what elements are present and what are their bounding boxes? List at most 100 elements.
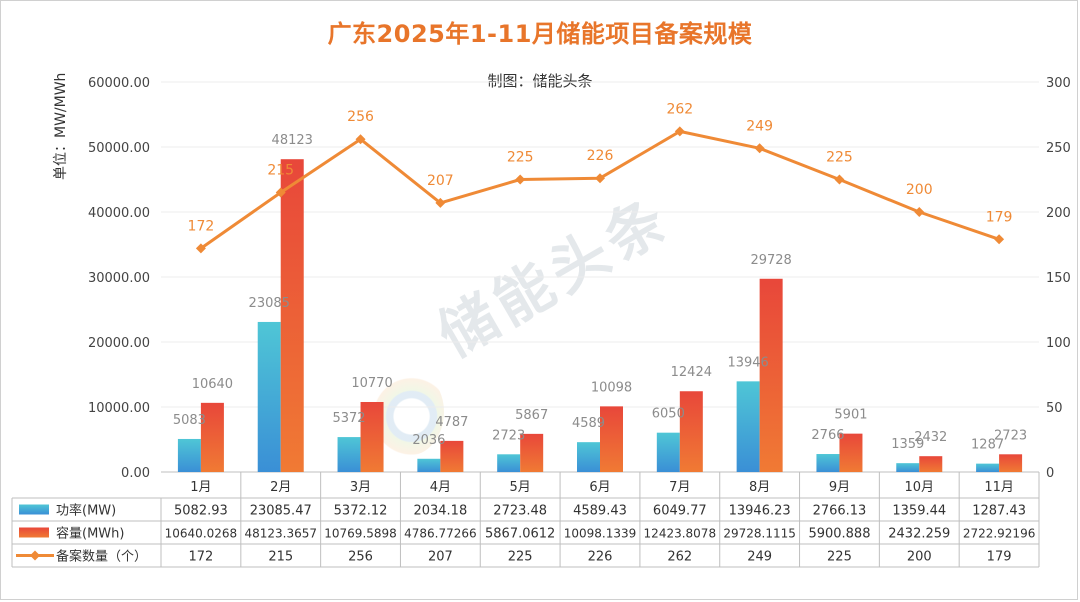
table-cell: 1359.44 xyxy=(892,504,946,519)
count-point xyxy=(834,174,845,185)
y-left-tick-label: 40000.00 xyxy=(88,206,150,221)
table-cell: 23085.47 xyxy=(250,504,312,519)
table-cell: 2034.18 xyxy=(413,504,467,519)
capacity-bar-label: 10770 xyxy=(351,376,392,391)
power-bar-label: 6050 xyxy=(652,407,685,422)
power-bar xyxy=(417,458,441,472)
x-category-label: 8月 xyxy=(749,480,770,495)
table-cell: 215 xyxy=(268,550,293,565)
count-point xyxy=(355,134,366,145)
y-right-tick-label: 150 xyxy=(1046,271,1071,286)
x-category-label: 10月 xyxy=(904,480,934,495)
watermark-logo xyxy=(372,368,444,456)
capacity-bar-label: 12424 xyxy=(671,365,712,380)
count-label: 225 xyxy=(507,150,534,166)
table-series-name: 容量(MWh) xyxy=(56,526,124,542)
legend-key-count-marker xyxy=(30,550,40,561)
y-right-tick-label: 0 xyxy=(1046,466,1054,481)
power-bar xyxy=(736,381,760,472)
capacity-bar-label: 29728 xyxy=(750,253,791,268)
count-point xyxy=(914,207,925,217)
power-bar-label: 5372 xyxy=(332,411,365,426)
count-point xyxy=(195,243,206,254)
capacity-bar xyxy=(440,440,464,472)
power-bar xyxy=(577,442,600,472)
power-bar xyxy=(976,463,1000,472)
x-category-label: 3月 xyxy=(350,480,371,495)
capacity-bar xyxy=(520,433,544,472)
table-series-name: 功率(MW) xyxy=(56,503,116,519)
capacity-bar-label: 48123 xyxy=(272,133,313,148)
table-cell: 2723.48 xyxy=(493,504,547,519)
power-bar-label: 1287 xyxy=(971,438,1004,453)
x-category-label: 4月 xyxy=(430,480,451,495)
table-cell: 13946.23 xyxy=(729,504,791,519)
table-cell: 48123.3657 xyxy=(244,527,317,541)
table-cell: 200 xyxy=(907,550,932,565)
table-cell: 2766.13 xyxy=(813,504,867,519)
y-right-tick-label: 50 xyxy=(1046,401,1063,416)
capacity-bar-label: 4787 xyxy=(435,415,468,430)
power-bar xyxy=(177,438,201,472)
table-cell: 1287.43 xyxy=(972,504,1026,519)
table-cell: 249 xyxy=(747,550,772,565)
table-cell: 172 xyxy=(188,550,213,565)
power-bar xyxy=(257,321,281,472)
table-series-name: 备案数量（个） xyxy=(56,549,147,565)
table-cell: 262 xyxy=(667,550,692,565)
table-cell: 2432.259 xyxy=(888,527,950,542)
y-left-tick-label: 60000.00 xyxy=(88,76,150,91)
table-cell: 256 xyxy=(348,550,373,565)
power-bar-label: 2766 xyxy=(811,428,844,443)
count-label: 200 xyxy=(906,182,933,198)
power-bar-label: 13946 xyxy=(727,355,768,370)
count-label: 262 xyxy=(666,101,693,117)
table-cell: 5372.12 xyxy=(334,504,388,519)
table-cell: 10640.0268 xyxy=(165,527,238,541)
count-label: 172 xyxy=(188,218,215,234)
capacity-bar-label: 2723 xyxy=(994,428,1027,443)
table-cell: 5900.888 xyxy=(808,527,870,542)
table-cell: 12423.8078 xyxy=(644,527,717,541)
x-category-label: 11月 xyxy=(984,480,1014,495)
count-point xyxy=(994,234,1005,245)
table-cell: 6049.77 xyxy=(653,504,707,519)
capacity-bar xyxy=(600,406,623,472)
table-cell: 179 xyxy=(987,550,1012,565)
capacity-bar xyxy=(839,433,863,472)
count-point xyxy=(275,187,286,198)
power-bar xyxy=(497,454,521,472)
count-label: 215 xyxy=(267,163,294,179)
y-left-tick-label: 20000.00 xyxy=(88,336,150,351)
chart-title: 广东2025年1-11月储能项目备案规模 xyxy=(327,20,753,48)
x-category-label: 7月 xyxy=(669,480,690,495)
y-right-tick-label: 300 xyxy=(1046,76,1071,91)
y-right-tick-label: 100 xyxy=(1046,336,1071,351)
table-cell: 2722.92196 xyxy=(963,527,1036,541)
table-cell: 225 xyxy=(827,550,852,565)
capacity-bar xyxy=(200,402,224,472)
power-bar-label: 2036 xyxy=(412,433,445,448)
power-bar xyxy=(656,432,680,472)
power-bar-label: 4589 xyxy=(572,416,605,431)
power-bar xyxy=(896,463,920,472)
count-label: 179 xyxy=(986,209,1013,225)
table-cell: 4786.77266 xyxy=(404,527,477,541)
table-cell: 4589.43 xyxy=(573,504,627,519)
count-label: 249 xyxy=(746,118,773,134)
power-bar xyxy=(816,454,840,472)
table-cell: 226 xyxy=(588,550,613,565)
legend-key-capacity xyxy=(19,527,49,538)
y-right-tick-label: 200 xyxy=(1046,206,1071,221)
count-label: 226 xyxy=(587,148,614,164)
count-label: 256 xyxy=(347,109,374,125)
table-cell: 5082.93 xyxy=(174,504,228,519)
count-point xyxy=(515,174,526,185)
x-category-label: 2月 xyxy=(270,480,291,495)
table-cell: 10769.5898 xyxy=(324,527,397,541)
capacity-bar-label: 10098 xyxy=(591,380,632,395)
table-cell: 5867.0612 xyxy=(485,527,555,542)
x-category-label: 5月 xyxy=(510,480,531,495)
